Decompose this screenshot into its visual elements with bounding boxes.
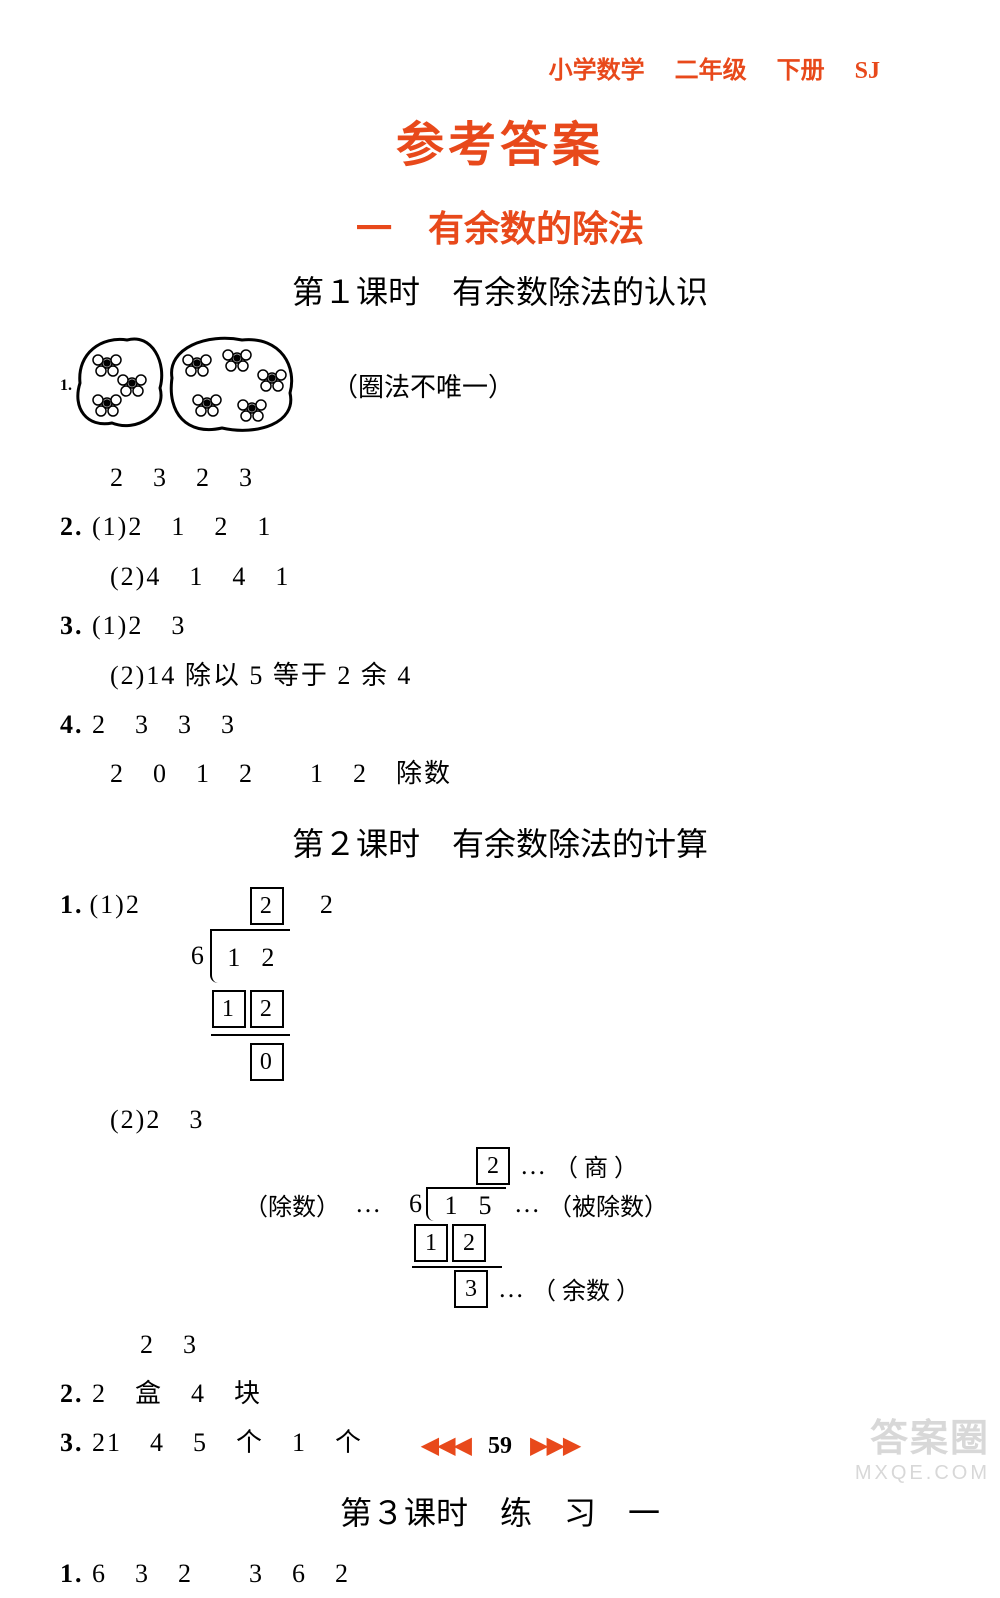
label-divisor: （除数）	[220, 1187, 340, 1222]
lesson1-title: 第１课时 有余数除法的认识	[40, 267, 960, 313]
q1-row: 1. （圈法不唯一）	[60, 328, 960, 443]
q4-line2: 2 0 1 2 1 2 除数	[110, 749, 960, 798]
q4-line1: 4. 2 3 3 3	[60, 700, 960, 749]
div1-quotient: 2	[250, 887, 284, 925]
watermark-en: MXQE.COM	[855, 1462, 990, 1485]
dots-icon: …	[348, 1189, 388, 1219]
l2-q1-p1-prefix: (1)2	[90, 880, 141, 929]
div2-dd2: 5	[468, 1191, 502, 1221]
chapter-title: 一 有余数的除法	[40, 200, 960, 252]
flower-diagram	[72, 328, 302, 443]
q3-part2: (2)14 除以 5 等于 2 余 4	[110, 651, 960, 700]
long-division-1: 2 6 12 12 0	[191, 880, 290, 1086]
grade: 二年级	[675, 58, 747, 84]
label-remainder: （ 余数 ）	[532, 1271, 640, 1306]
header-meta: 小学数学 二年级 下册 SJ	[40, 50, 960, 85]
q2-part1: 2. (1)2 1 2 1	[60, 502, 960, 551]
l2-q1-tail: 2 3	[140, 1320, 960, 1369]
page-number: 59	[488, 1433, 512, 1459]
arrow-left-icon: ◀◀◀	[421, 1433, 470, 1459]
l2-q1-p1-suffix: 2	[320, 880, 335, 929]
div1-s1: 1	[212, 990, 246, 1028]
l2-q1-p2-prefix: (2)2 3	[110, 1095, 204, 1144]
div1-dd1: 1	[218, 933, 252, 982]
div2-rem: 3	[454, 1270, 488, 1308]
lesson2-title: 第２课时 有余数除法的计算	[40, 819, 960, 865]
long-division-2: 2 … （ 商 ） （除数） … 6 15 … （被除数） 12 3 … （ 余…	[220, 1145, 960, 1310]
q3-part1: 3. (1)2 3	[60, 601, 960, 650]
q1-answers: 2 3 2 3	[110, 453, 960, 502]
main-title: 参考答案	[40, 105, 960, 175]
watermark: 答案圈 MXQE.COM	[855, 1407, 990, 1485]
l2-q1-p2: (2)2 3	[110, 1095, 960, 1144]
div2-divisor: 6	[396, 1189, 422, 1219]
dots-icon: …	[520, 1151, 546, 1181]
div2-dd1: 1	[434, 1191, 468, 1221]
div1-s2: 2	[250, 990, 284, 1028]
div2-s2: 2	[452, 1224, 486, 1262]
dots-icon: …	[514, 1189, 540, 1219]
edition: SJ	[855, 58, 880, 84]
q1-note: （圈法不唯一）	[332, 367, 514, 404]
q2-part2: (2)4 1 4 1	[110, 552, 960, 601]
arrow-right-icon: ▶▶▶	[530, 1433, 579, 1459]
l2-q1-p1: 1. (1)2 2 6 12 12 0 2	[60, 880, 960, 1086]
div2-s1: 1	[414, 1224, 448, 1262]
div1-dd2: 2	[252, 933, 286, 982]
subject: 小学数学	[549, 58, 645, 84]
volume: 下册	[777, 58, 825, 84]
label-dividend: （被除数）	[548, 1187, 668, 1222]
div1-rem: 0	[250, 1043, 284, 1081]
q1-number: 1.	[60, 377, 72, 395]
div2-quotient: 2	[476, 1147, 510, 1185]
page-footer: ◀◀◀ 59 ▶▶▶	[0, 1431, 1000, 1460]
l3-q1: 1. 6 3 2 3 6 2	[60, 1549, 960, 1598]
watermark-cn: 答案圈	[855, 1407, 990, 1462]
div1-divisor: 6	[191, 931, 206, 980]
dots-icon: …	[498, 1274, 524, 1304]
label-quotient: （ 商 ）	[554, 1148, 638, 1183]
l2-q2: 2. 2 盒 4 块	[60, 1369, 960, 1418]
